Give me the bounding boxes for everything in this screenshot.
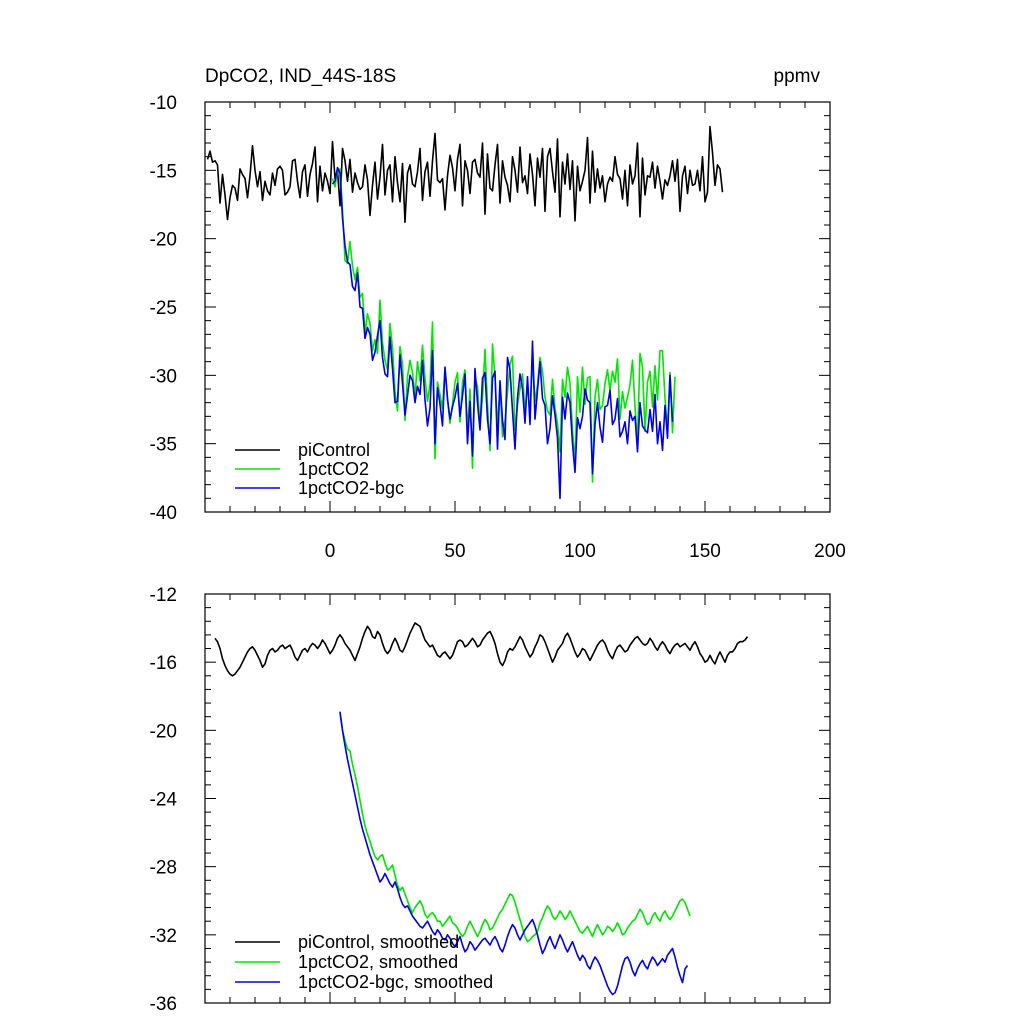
y-tick-label: -40 <box>150 503 177 524</box>
y-tick-label: -30 <box>150 366 177 387</box>
y-tick-label: -24 <box>150 790 178 811</box>
y-tick-label: -35 <box>150 435 177 456</box>
y-tick-label: -25 <box>150 298 177 319</box>
legend-label: 1pctCO2-bgc <box>298 478 404 498</box>
legend-label: 1pctCO2, smoothed <box>298 952 458 972</box>
y-tick-label: -28 <box>150 858 177 879</box>
y-tick-label: -16 <box>150 653 177 674</box>
x-tick-label: 0 <box>325 541 336 562</box>
top-panel: 0 50 100 150 200 -10 -15 -20 -25 -30 -35 -40 piContr… <box>150 93 846 562</box>
series-line-picontrol <box>206 125 724 224</box>
bottom-panel: -12 -16 -20 -24 -28 -32 -36 piControl, smoothed… <box>150 585 831 1015</box>
series-line-1pctco2-bgc <box>331 166 674 500</box>
y-tick-label: -20 <box>150 230 177 251</box>
legend-label: 1pctCO2-bgc, smoothed <box>298 972 493 992</box>
series-line-1pctco2-smoothed <box>339 713 691 943</box>
x-tick-label: 50 <box>444 541 465 562</box>
units-label: ppmv <box>774 66 821 87</box>
y-tick-label: -20 <box>150 721 177 742</box>
x-tick-label: 200 <box>814 541 846 562</box>
legend-label: piControl <box>298 440 370 460</box>
x-tick-label: 100 <box>564 541 596 562</box>
legend-label: piControl, smoothed <box>298 932 459 952</box>
y-tick-label: -10 <box>150 93 177 114</box>
series-line-picontrol-smoothed <box>214 622 749 677</box>
x-tick-label: 150 <box>689 541 721 562</box>
y-tick-label: -12 <box>150 585 177 606</box>
legend-label: 1pctCO2 <box>298 459 369 479</box>
series-line-1pctco2-bgc-smoothed <box>339 711 689 996</box>
y-tick-label: -15 <box>150 161 177 182</box>
chart-title: DpCO2, IND_44S-18S <box>205 66 396 87</box>
y-tick-label: -32 <box>150 926 177 947</box>
y-tick-label: -36 <box>150 994 177 1015</box>
